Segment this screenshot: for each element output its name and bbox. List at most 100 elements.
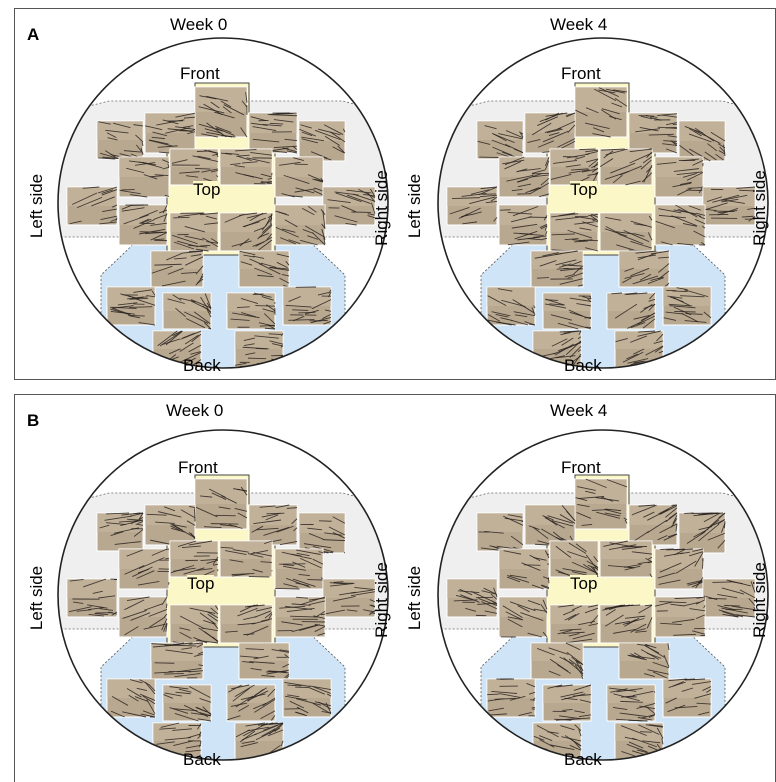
scalp-photo: [299, 121, 345, 161]
week-label: Week 0: [166, 401, 223, 421]
scalp-photo: [663, 679, 711, 717]
scalp-photo: [67, 579, 117, 617]
back-label: Back: [564, 357, 602, 375]
scalp-map-svg: [433, 31, 773, 376]
scalp-photo: [163, 293, 211, 329]
scalp-photo: [299, 513, 345, 553]
scalp-photo: [283, 679, 331, 717]
scalp-photo: [119, 549, 169, 589]
back-label: Back: [183, 751, 221, 769]
scalp-photo: [249, 505, 297, 545]
scalp-diagram-week0: [53, 31, 393, 376]
scalp-photo: [447, 579, 497, 617]
scalp-photo: [531, 643, 583, 679]
week-label: Week 4: [550, 401, 607, 421]
top-label: Top: [570, 575, 597, 593]
panel-b: B Week 0 Week 4 Front Top Back Left side…: [14, 394, 776, 782]
scalp-photo: [600, 541, 652, 577]
right-side-label: Right side: [373, 555, 391, 645]
scalp-map-svg: [53, 31, 393, 376]
scalp-diagram-week0: [53, 423, 393, 768]
scalp-photo: [170, 605, 218, 643]
scalp-photo: [447, 187, 497, 225]
panel-letter: B: [27, 411, 39, 431]
scalp-photo: [235, 331, 283, 367]
left-side-label: Left side: [406, 560, 424, 636]
scalp-photo: [525, 505, 575, 545]
scalp-photo: [275, 157, 323, 197]
scalp-photo: [600, 605, 652, 643]
scalp-photo: [703, 579, 755, 617]
scalp-photo: [170, 213, 218, 251]
scalp-photo: [525, 113, 575, 153]
scalp-photo: [575, 87, 627, 137]
scalp-photo: [67, 187, 117, 225]
scalp-photo: [477, 121, 523, 159]
scalp-photo: [543, 293, 591, 329]
scalp-photo: [227, 293, 275, 329]
scalp-photo: [655, 157, 703, 197]
scalp-photo: [600, 149, 652, 185]
scalp-photo: [227, 685, 275, 721]
scalp-photo: [323, 187, 375, 225]
scalp-diagram-week4: [433, 31, 773, 376]
scalp-photo: [615, 723, 663, 759]
scalp-photo: [323, 579, 375, 617]
scalp-photo: [703, 187, 755, 225]
scalp-photo: [663, 287, 711, 325]
left-side-label: Left side: [28, 560, 46, 636]
front-label: Front: [180, 65, 220, 83]
scalp-diagram-week4: [433, 423, 773, 768]
scalp-photo: [619, 251, 669, 287]
scalp-photo: [655, 597, 705, 637]
scalp-photo: [107, 287, 155, 325]
scalp-map-svg: [433, 423, 773, 768]
scalp-photo: [235, 723, 283, 759]
scalp-photo: [107, 679, 155, 717]
scalp-photo: [655, 205, 705, 245]
scalp-photo: [97, 121, 143, 159]
scalp-photo: [151, 251, 203, 287]
scalp-photo: [477, 513, 523, 551]
panel-letter: A: [27, 25, 39, 45]
scalp-photo: [97, 513, 143, 551]
scalp-photo: [607, 293, 655, 329]
left-side-label: Left side: [406, 168, 424, 244]
scalp-photo: [487, 287, 535, 325]
scalp-photo: [499, 597, 547, 637]
scalp-photo: [543, 685, 591, 721]
scalp-photo: [550, 541, 598, 577]
top-label: Top: [570, 181, 597, 199]
scalp-photo: [283, 287, 331, 325]
scalp-photo: [163, 685, 211, 721]
scalp-photo: [619, 643, 669, 679]
scalp-photo: [145, 505, 195, 545]
scalp-photo: [629, 505, 677, 545]
front-label: Front: [178, 459, 218, 477]
right-side-label: Right side: [373, 163, 391, 253]
scalp-photo: [220, 213, 272, 251]
scalp-photo: [487, 679, 535, 717]
scalp-photo: [499, 549, 549, 589]
scalp-photo: [499, 157, 549, 197]
scalp-photo: [575, 479, 627, 529]
scalp-photo: [607, 685, 655, 721]
back-label: Back: [183, 357, 221, 375]
back-label: Back: [564, 751, 602, 769]
scalp-photo: [220, 541, 272, 577]
scalp-photo: [275, 549, 323, 589]
right-side-label: Right side: [751, 163, 769, 253]
front-label: Front: [561, 65, 601, 83]
scalp-photo: [195, 87, 247, 137]
scalp-photo: [275, 205, 325, 245]
scalp-photo: [239, 643, 289, 679]
scalp-photo: [629, 113, 677, 153]
scalp-photo: [220, 605, 272, 643]
front-label: Front: [561, 459, 601, 477]
scalp-photo: [119, 597, 167, 637]
scalp-map-svg: [53, 423, 393, 768]
scalp-photo: [119, 205, 167, 245]
top-label: Top: [193, 181, 220, 199]
panel-a: A Week 0 Week 4 Front Top Back Left side…: [14, 8, 776, 380]
scalp-photo: [145, 113, 195, 153]
